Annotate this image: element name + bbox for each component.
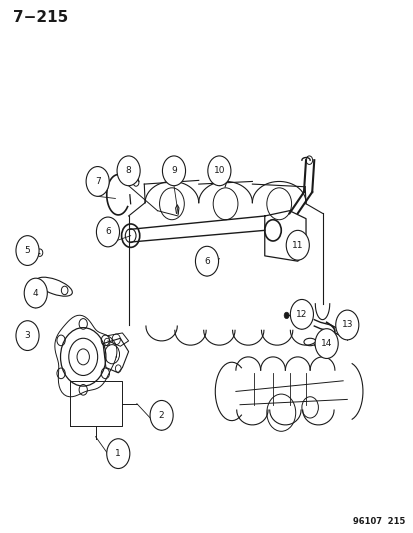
Circle shape xyxy=(107,439,130,469)
Text: 6: 6 xyxy=(204,257,209,265)
Circle shape xyxy=(150,400,173,430)
Text: 96107  215: 96107 215 xyxy=(352,517,404,526)
Circle shape xyxy=(16,321,39,351)
Text: 14: 14 xyxy=(320,339,332,348)
Circle shape xyxy=(162,156,185,185)
Text: 8: 8 xyxy=(126,166,131,175)
Circle shape xyxy=(117,156,140,185)
Text: 4: 4 xyxy=(33,288,38,297)
Circle shape xyxy=(16,236,39,265)
Text: 7−215: 7−215 xyxy=(13,10,68,25)
Circle shape xyxy=(207,156,230,185)
Text: 7: 7 xyxy=(95,177,100,186)
Text: 10: 10 xyxy=(213,166,225,175)
Circle shape xyxy=(195,246,218,276)
Circle shape xyxy=(290,300,313,329)
Text: 13: 13 xyxy=(341,320,352,329)
Text: 2: 2 xyxy=(159,411,164,420)
Text: 11: 11 xyxy=(291,241,303,250)
Text: 6: 6 xyxy=(105,228,111,237)
Circle shape xyxy=(285,230,309,260)
Text: 12: 12 xyxy=(295,310,307,319)
Text: 9: 9 xyxy=(171,166,176,175)
Circle shape xyxy=(314,329,337,359)
Circle shape xyxy=(24,278,47,308)
Text: 5: 5 xyxy=(25,246,30,255)
Circle shape xyxy=(283,312,288,319)
Circle shape xyxy=(96,217,119,247)
Circle shape xyxy=(335,310,358,340)
Circle shape xyxy=(86,166,109,196)
Text: 1: 1 xyxy=(115,449,121,458)
Text: 3: 3 xyxy=(25,331,30,340)
Circle shape xyxy=(31,250,35,255)
